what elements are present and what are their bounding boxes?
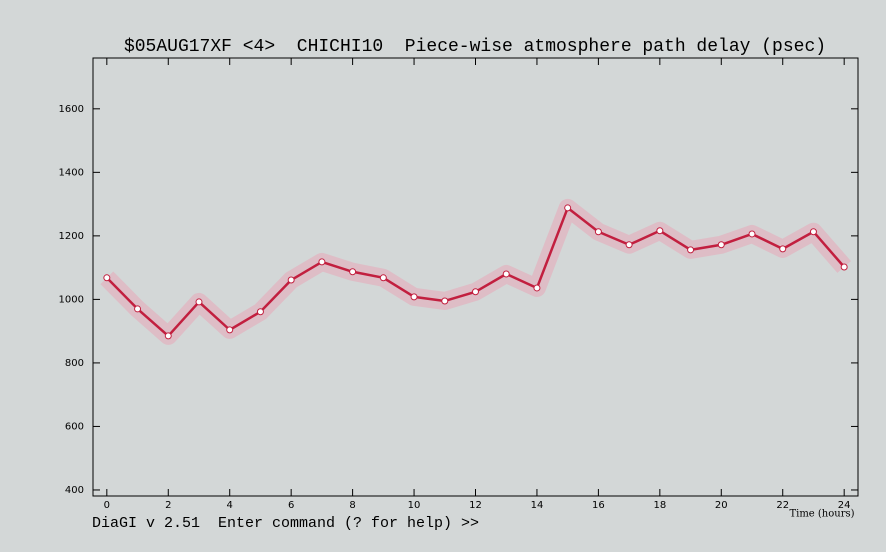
x-tick-label: 18 [653, 500, 666, 511]
data-point [103, 274, 111, 282]
x-tick-label: 8 [349, 500, 355, 511]
x-tick-label: 14 [531, 500, 544, 511]
data-point [840, 263, 848, 271]
data-point [472, 288, 479, 296]
data-point [349, 268, 357, 276]
y-tick-label: 400 [65, 485, 84, 496]
x-tick-label: 10 [408, 500, 421, 511]
data-point [195, 298, 203, 306]
x-tick-label: 0 [104, 500, 110, 511]
data-point [318, 258, 326, 266]
x-tick-label: 6 [288, 500, 294, 511]
x-tick-label: 4 [227, 500, 233, 511]
x-tick-label: 20 [715, 500, 728, 511]
data-point [564, 204, 572, 212]
y-tick-label: 600 [65, 421, 84, 432]
x-tick-label: 12 [469, 500, 482, 511]
y-tick-label: 1000 [59, 294, 84, 305]
data-point [256, 308, 264, 316]
y-tick-label: 800 [65, 358, 84, 369]
y-tick-label: 1200 [59, 231, 84, 242]
data-point [717, 241, 725, 249]
data-point [748, 230, 756, 238]
data-point [410, 293, 418, 301]
x-axis-label: Time (hours) [789, 509, 854, 520]
x-tick-label: 16 [592, 500, 605, 511]
command-prompt[interactable]: DiaGI v 2.51 Enter command (? for help) … [92, 515, 479, 532]
data-point [502, 270, 510, 278]
data-point [779, 245, 787, 253]
data-point [287, 276, 295, 284]
y-tick-label: 1400 [59, 167, 84, 178]
data-point [441, 297, 449, 305]
data-point [625, 241, 633, 249]
data-point [656, 227, 664, 235]
data-point [164, 332, 172, 340]
data-point [134, 305, 142, 313]
x-tick-label: 24 [838, 500, 851, 511]
data-point [533, 284, 541, 292]
data-point [687, 246, 695, 254]
x-tick-label: 2 [165, 500, 171, 511]
y-tick-label: 1600 [59, 104, 84, 115]
x-tick-label: 22 [776, 500, 789, 511]
data-point [379, 274, 387, 282]
data-point [594, 228, 602, 236]
chart-title: $05AUG17XF <4> CHICHI10 Piece-wise atmos… [124, 37, 826, 57]
data-point [809, 228, 817, 236]
data-point [226, 326, 234, 334]
